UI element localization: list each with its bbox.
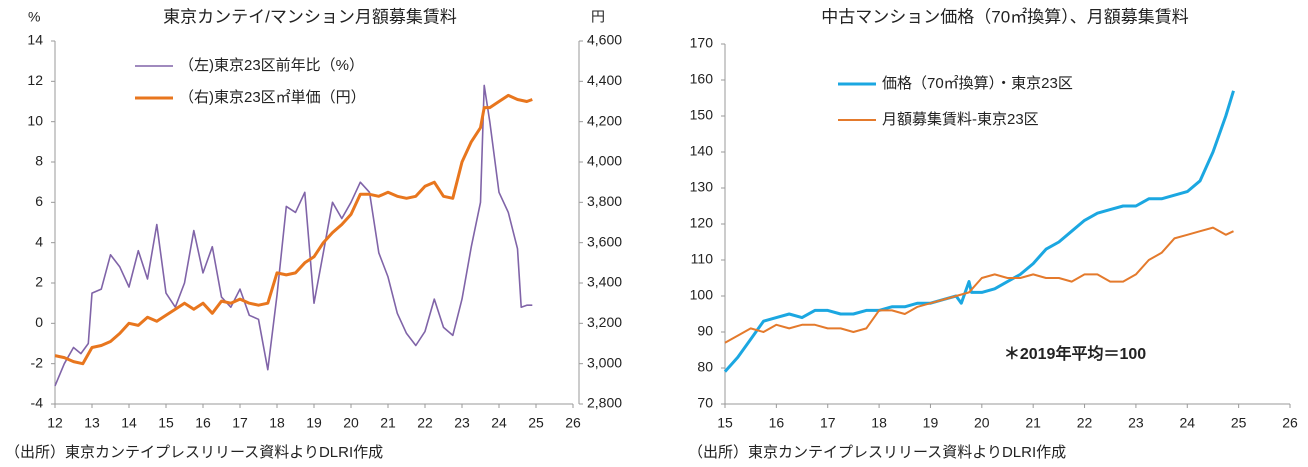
y-tick-label: 2: [35, 274, 43, 290]
x-tick-label: 21: [380, 415, 396, 431]
x-tick-label: 25: [528, 415, 544, 431]
legend-label: （左)東京23区前年比（%）: [179, 57, 364, 74]
y-tick-label: 90: [697, 323, 713, 339]
x-tick-label: 19: [923, 415, 939, 431]
y-tick-label: 110: [691, 251, 714, 267]
y-tick-label: 100: [690, 287, 714, 303]
x-tick-label: 25: [1231, 415, 1247, 431]
y2-tick-label: 3,000: [587, 354, 622, 370]
x-tick-label: 19: [306, 415, 322, 431]
y2-tick-label: 4,400: [587, 72, 622, 88]
x-tick-label: 21: [1025, 415, 1041, 431]
y2-tick-label: 3,400: [587, 274, 622, 290]
y-tick-label: 10: [27, 112, 43, 128]
y-tick-label: 150: [690, 107, 714, 123]
x-tick-label: 15: [158, 415, 174, 431]
y2-tick-label: 3,600: [587, 233, 622, 249]
source-note: （出所）東京カンテイプレスリリース資料よりDLRI作成: [688, 444, 1066, 461]
x-tick-label: 18: [871, 415, 887, 431]
x-tick-label: 15: [717, 415, 733, 431]
legend-label: 月額募集賃料-東京23区: [882, 111, 1039, 128]
y2-tick-label: 4,200: [587, 112, 622, 128]
x-tick-label: 20: [343, 415, 359, 431]
y-tick-label: 70: [697, 395, 713, 411]
y-tick-label: 140: [690, 143, 714, 159]
source-note: （出所）東京カンテイプレスリリース資料よりDLRI作成: [5, 444, 383, 461]
legend-label: 価格（70㎡換算）・東京23区: [882, 74, 1073, 92]
series-line: [724, 226, 1234, 344]
y2-tick-label: 4,000: [587, 153, 622, 169]
series-line: [54, 93, 533, 366]
x-tick-label: 13: [84, 415, 100, 431]
series-line: [54, 84, 533, 387]
y-tick-label: 0: [35, 314, 43, 330]
y-tick-label: 130: [690, 179, 714, 195]
y2-tick-label: 4,600: [587, 32, 622, 48]
y-axis-label: %: [28, 9, 40, 25]
x-tick-label: 26: [1282, 415, 1298, 431]
y-tick-label: 160: [690, 71, 714, 87]
y-tick-label: -2: [31, 354, 44, 370]
y-tick-label: -4: [31, 395, 44, 411]
y-tick-label: 120: [690, 215, 714, 231]
x-tick-label: 16: [769, 415, 785, 431]
x-tick-label: 24: [491, 415, 507, 431]
y-tick-label: 80: [697, 359, 713, 375]
x-tick-label: 20: [974, 415, 990, 431]
y2-tick-label: 3,800: [587, 193, 622, 209]
y-tick-label: 12: [27, 72, 43, 88]
x-tick-label: 23: [454, 415, 470, 431]
x-tick-label: 16: [195, 415, 211, 431]
y-tick-label: 170: [690, 35, 714, 51]
y-tick-label: 8: [35, 153, 43, 169]
x-tick-label: 17: [820, 415, 836, 431]
chart-title: 中古マンション価格（70㎡換算）、月額募集賃料: [821, 7, 1188, 26]
x-tick-label: 22: [1077, 415, 1093, 431]
y2-axis-label: 円: [591, 9, 605, 25]
y-tick-label: 6: [35, 193, 43, 209]
x-tick-label: 24: [1179, 415, 1195, 431]
y-tick-label: 4: [35, 233, 43, 249]
legend-label: （右)東京23区㎡単価（円）: [179, 89, 366, 106]
annotation: ＊2019年平均＝100: [1004, 344, 1146, 363]
x-tick-label: 23: [1128, 415, 1144, 431]
x-tick-label: 22: [417, 415, 433, 431]
x-tick-label: 14: [121, 415, 137, 431]
y2-tick-label: 2,800: [587, 395, 622, 411]
x-tick-label: 17: [232, 415, 248, 431]
chart-title: 東京カンテイ/マンション月額募集賃料: [163, 7, 457, 26]
y2-tick-label: 3,200: [587, 314, 622, 330]
x-tick-label: 12: [47, 415, 63, 431]
x-tick-label: 26: [565, 415, 581, 431]
x-tick-label: 18: [269, 415, 285, 431]
y-tick-label: 14: [27, 32, 43, 48]
series-line: [723, 90, 1235, 373]
